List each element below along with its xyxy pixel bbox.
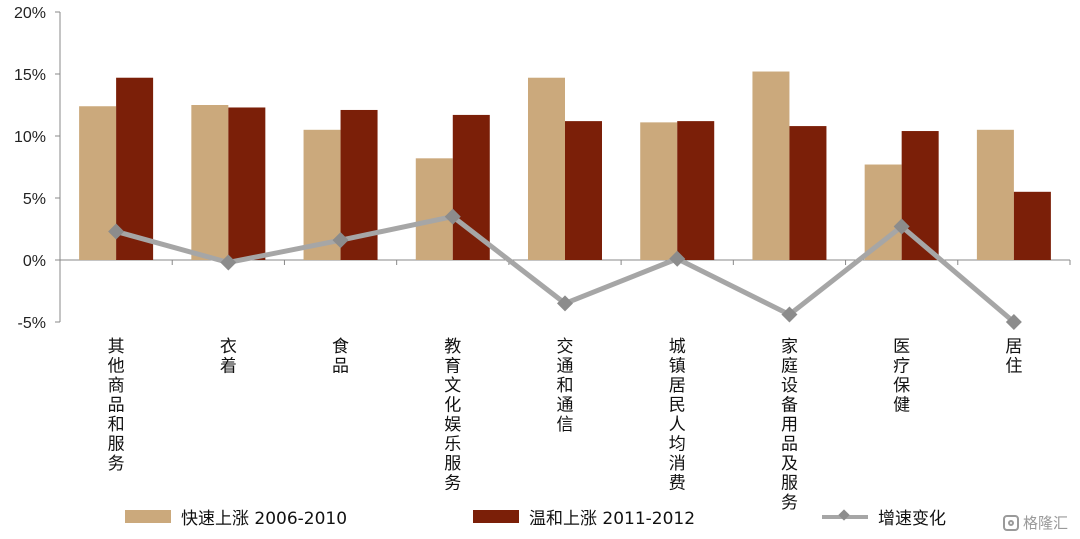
bar-mild (789, 126, 827, 260)
category-label: 医疗保健 (893, 337, 910, 416)
y-tick-label: 15% (14, 67, 46, 84)
bar-fast (976, 129, 1014, 260)
bar-fast (752, 71, 790, 261)
bar-fast (528, 77, 565, 260)
category-labels: 其他商品和服务 衣着 食品 教育文化娱乐服务 交通和通信 城镇居民人均消费 家庭设备用品及服… (108, 337, 1023, 513)
category-label: 交通和通信 (557, 337, 574, 435)
bar-mild (228, 107, 266, 260)
y-tick-label: -5% (18, 315, 46, 332)
y-tick-label: 0% (23, 253, 46, 270)
bar-fast (864, 164, 902, 260)
watermark-logo-icon (1003, 514, 1019, 531)
legend-item-fast: 快速上涨 2006-2010 (125, 504, 347, 529)
growth-point (669, 250, 686, 267)
legend-label-fast: 快速上涨 2006-2010 (181, 509, 348, 529)
growth-point (108, 223, 125, 240)
category-label: 衣着 (220, 337, 237, 377)
y-tick-label: 5% (23, 191, 46, 208)
legend-swatch-change (822, 509, 868, 523)
y-tick-label: 10% (14, 129, 46, 146)
bar-fast (79, 106, 117, 261)
category-label: 其他商品和服务 (108, 337, 125, 474)
category-label: 教育文化娱乐服务 (444, 337, 461, 494)
legend-swatch-fast (125, 510, 171, 523)
growth-point (1005, 314, 1022, 330)
bar-mild (677, 121, 715, 261)
bar-fast (640, 122, 678, 260)
bar-fast (415, 158, 453, 260)
growth-point (444, 208, 461, 225)
bar-fast (191, 105, 229, 260)
category-label: 城镇居民人均消费 (669, 337, 686, 494)
y-tick-label: 20% (14, 5, 46, 22)
legend-label-change: 增速变化 (878, 509, 946, 529)
bar-fast (303, 129, 341, 260)
category-label: 家庭设备用品及服务 (781, 337, 798, 513)
bar-mild (116, 77, 154, 260)
watermark-text: 格隆汇 (1023, 514, 1069, 532)
growth-point (220, 254, 237, 271)
watermark: 格隆汇 (1003, 512, 1068, 533)
legend-item-change: 增速变化 (822, 504, 946, 529)
legend-label-mild: 温和上涨 2011-2012 (529, 509, 696, 529)
growth-point (557, 295, 573, 312)
legend-item-mild: 温和上涨 2011-2012 (473, 504, 695, 529)
growth-line (108, 208, 1022, 330)
growth-point (893, 218, 910, 235)
bar-mild (901, 131, 939, 260)
category-label: 居住 (1005, 337, 1022, 377)
growth-point (332, 232, 349, 249)
growth-point (781, 306, 798, 323)
bar-mild (452, 114, 490, 260)
bar-mild (1013, 191, 1051, 260)
legend-swatch-mild (473, 510, 519, 523)
category-label: 食品 (332, 337, 349, 377)
bar-mild (565, 121, 602, 261)
